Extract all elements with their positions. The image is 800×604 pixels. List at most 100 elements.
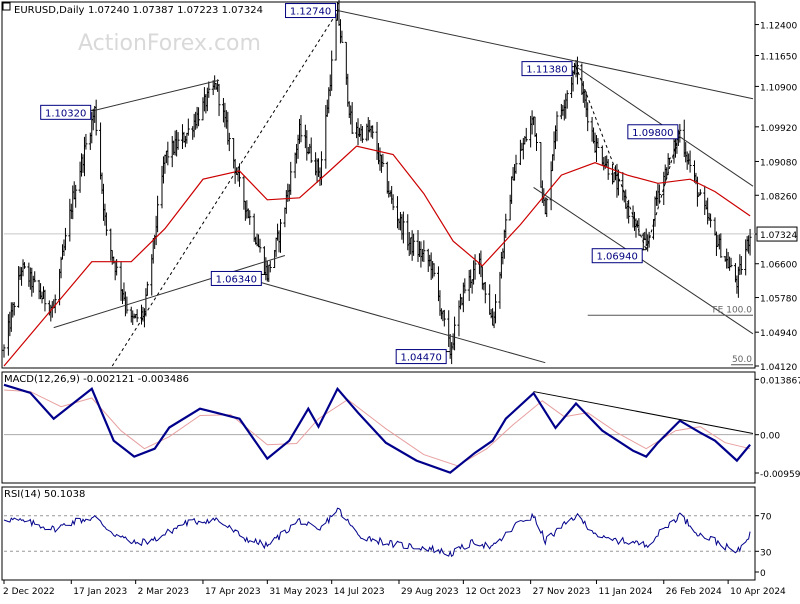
macd-trendline — [533, 391, 754, 434]
price-bar — [432, 263, 436, 277]
price-panel-frame — [1, 1, 756, 369]
swing-label-box — [40, 104, 92, 120]
chart-header: EURUSD,Daily 1.07240 1.07387 1.07223 1.0… — [2, 2, 263, 16]
price-bar — [360, 126, 364, 143]
price-bar — [135, 309, 139, 323]
price-axis-label: 1.05780 — [760, 295, 797, 305]
time-axis-label: 11 Jan 2024 — [598, 587, 652, 597]
macd-axis-label: 0.00 — [760, 432, 780, 442]
price-bar — [483, 281, 487, 304]
price-bar — [391, 194, 395, 211]
swing-label-text: 1.04470 — [401, 353, 442, 364]
trendline-channel-top — [337, 10, 754, 100]
price-bar — [739, 256, 743, 275]
price-bar — [729, 257, 733, 268]
price-bar — [381, 153, 385, 167]
price-axis-label: 1.09080 — [760, 158, 797, 168]
level-label: 50.0 — [732, 355, 752, 365]
price-bar — [309, 137, 313, 163]
price-bar — [371, 125, 375, 139]
price-bar — [657, 184, 661, 203]
price-bar — [514, 154, 518, 174]
swing-label-box — [210, 270, 262, 286]
swing-label: 1.12740 — [285, 3, 338, 19]
price-bar — [422, 240, 426, 262]
price-bar — [22, 262, 26, 269]
level-label: FE 100.0 — [713, 305, 753, 315]
swing-label: 1.04470 — [395, 349, 451, 365]
swing-label: 1.06940 — [591, 248, 647, 264]
price-bar — [156, 195, 160, 233]
swing-label-box — [521, 61, 573, 77]
price-bar — [94, 99, 98, 136]
watermark: ActionForex.com — [78, 31, 261, 56]
price-bar — [33, 271, 37, 283]
swing-label: 1.10320 — [40, 104, 95, 120]
time-axis-label: 26 Feb 2024 — [666, 587, 722, 597]
swing-label-box — [395, 349, 447, 365]
swing-label-box — [591, 248, 643, 264]
macd-axis-label: -0.009599 — [760, 470, 800, 480]
price-bar — [719, 233, 723, 258]
price-bar — [84, 133, 88, 150]
rsi-panel-frame — [1, 486, 756, 581]
price-bar — [43, 289, 47, 312]
price-axis-label: 1.12400 — [760, 22, 797, 32]
price-axis-label: 1.09920 — [760, 124, 797, 134]
symbol-label: EURUSD,Daily — [14, 5, 85, 16]
price-bar — [258, 238, 262, 253]
price-bar — [104, 212, 108, 236]
rsi-axis-label: 30 — [760, 548, 772, 558]
price-bar — [688, 150, 692, 173]
price-axis-label: 1.08260 — [760, 192, 797, 202]
price-bar — [442, 309, 446, 327]
price-bar — [412, 233, 416, 256]
rsi-title: RSI(14) 50.1038 — [4, 489, 85, 500]
price-bar — [534, 133, 538, 151]
macd-title: MACD(12,26,9) -0.002121 -0.003486 — [4, 374, 189, 385]
price-bar — [504, 213, 508, 239]
time-axis-label: 12 Oct 2023 — [465, 587, 521, 597]
price-bar — [289, 161, 293, 195]
price-bar — [494, 294, 498, 324]
price-axis-label: 1.11650 — [760, 52, 797, 62]
time-axis-label: 29 Aug 2023 — [401, 587, 459, 597]
trendline-lower-left — [53, 255, 286, 329]
time-axis-label: 2 Dec 2022 — [3, 587, 55, 597]
price-bar — [586, 102, 590, 132]
price-bar — [238, 163, 242, 187]
swing-label-text: 1.11380 — [526, 65, 567, 76]
price-bar — [453, 316, 457, 351]
price-bar — [596, 138, 600, 149]
macd-layer — [3, 383, 754, 474]
rsi-axis-label: 70 — [760, 513, 772, 523]
swing-label: 1.06340 — [210, 270, 268, 286]
price-axis-label: 1.10900 — [760, 83, 797, 93]
macd-signal-line — [3, 389, 751, 467]
price-bar — [565, 90, 569, 109]
trendline-right-lower — [533, 187, 754, 335]
price-axis-label: 1.04120 — [760, 363, 797, 373]
price-bar — [145, 281, 149, 296]
price-bar — [197, 107, 201, 127]
price-bar — [248, 210, 252, 225]
price-bar — [698, 189, 702, 196]
macd-line — [3, 383, 751, 474]
time-axis-label: 17 Jan 2023 — [73, 587, 127, 597]
ohlc-label: 1.07240 1.07387 1.07223 1.07324 — [88, 5, 263, 16]
price-axis-label: 1.06600 — [760, 261, 797, 271]
rsi-layer — [3, 507, 753, 558]
macd-axis-label: 0.013867 — [760, 376, 800, 386]
price-bar — [350, 102, 354, 134]
price-bar — [545, 197, 549, 217]
price-bar — [2, 344, 6, 358]
trendline-channel-bottom — [259, 281, 546, 364]
price-bar — [401, 211, 405, 244]
price-bar — [278, 218, 282, 253]
price-bar — [166, 141, 170, 166]
rsi-line — [3, 507, 751, 558]
rsi-axis-label: 0 — [760, 569, 766, 579]
swing-label-text: 1.06340 — [216, 274, 257, 285]
time-axis-label: 27 Nov 2023 — [533, 587, 591, 597]
